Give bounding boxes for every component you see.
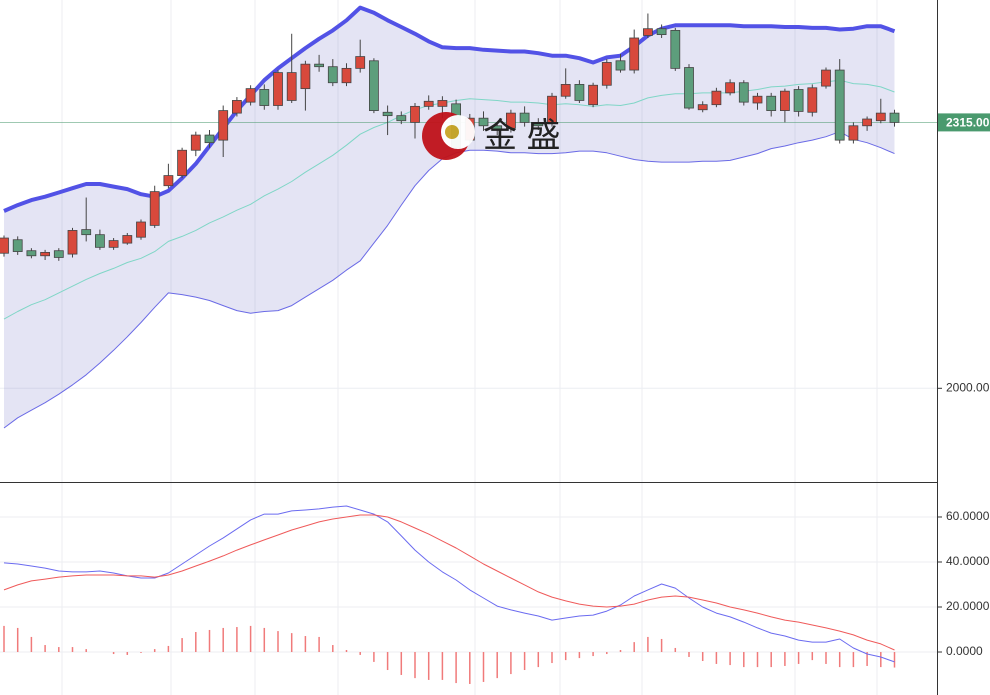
candle-body	[478, 117, 489, 127]
y-tick-label: 2000.00	[946, 380, 990, 394]
candle-body	[807, 87, 818, 113]
candle-body	[684, 67, 694, 109]
candle-body	[492, 125, 503, 131]
plot	[0, 5, 937, 684]
candle-body	[711, 90, 722, 106]
candle-body	[12, 239, 23, 252]
last-price-label: 2315.00	[946, 116, 990, 130]
candle-body	[67, 230, 78, 255]
candle-body	[259, 89, 270, 106]
candle-body	[725, 82, 735, 94]
candle-body	[629, 37, 640, 71]
candle-body	[314, 63, 325, 68]
y-tick-label: 0.0000	[946, 644, 983, 658]
y-tick-label: 40.0000	[946, 554, 990, 568]
candle-body	[382, 111, 393, 117]
watermark-logo	[422, 112, 475, 160]
candle-body	[821, 69, 831, 87]
candle-body	[519, 112, 530, 123]
candle-body	[752, 95, 763, 104]
candle-body	[793, 89, 804, 112]
candle-body	[656, 28, 667, 36]
band-fill	[4, 7, 895, 428]
logo-ball	[445, 125, 459, 139]
candle-body	[615, 60, 626, 71]
candle-body	[40, 251, 50, 257]
watermark-text: 金 盛	[483, 117, 560, 155]
candle-body	[766, 95, 777, 111]
candle-body	[53, 250, 64, 258]
candle-body	[95, 234, 105, 248]
candle-body	[0, 237, 9, 254]
candle-body	[738, 82, 749, 103]
y-tick-label: 60.0000	[946, 509, 990, 523]
candle-body	[218, 110, 229, 141]
candle-body	[670, 29, 681, 69]
candle-body	[588, 84, 598, 106]
candle-body	[547, 95, 557, 123]
candle-body	[26, 250, 37, 257]
candle-body	[190, 134, 201, 151]
candle-body	[355, 56, 366, 69]
macd-line	[3, 505, 895, 663]
candle-body	[437, 100, 448, 107]
candle-body	[862, 118, 872, 127]
candle-body	[505, 112, 516, 129]
candle-body	[574, 84, 585, 101]
candle-body	[560, 84, 571, 97]
candle-body	[423, 100, 434, 107]
candle-body	[177, 149, 188, 176]
candle-body	[163, 175, 174, 187]
candle-body	[533, 121, 544, 127]
candle-body	[108, 240, 119, 248]
candle-body	[149, 191, 160, 226]
macd-line	[3, 514, 895, 651]
candle-body	[136, 221, 146, 238]
candle-body	[245, 88, 256, 103]
last-price-box	[938, 113, 990, 132]
candle-body	[81, 229, 92, 236]
candle-body	[368, 60, 379, 111]
candle-body	[341, 67, 352, 84]
candle-body	[834, 69, 845, 141]
candle-body	[875, 112, 886, 122]
candle-body	[601, 62, 612, 86]
candle-body	[273, 72, 283, 106]
candle-body	[643, 28, 653, 36]
candle-body	[848, 125, 859, 141]
candle-body	[286, 72, 297, 101]
candle-body	[231, 100, 242, 114]
candle-body	[410, 105, 420, 123]
candle-body	[327, 66, 338, 84]
candle-body	[204, 134, 215, 144]
candle-body	[780, 90, 790, 111]
candle-body	[300, 63, 311, 90]
time-grid	[61, 0, 878, 695]
candle-body	[697, 104, 708, 111]
candle-body	[396, 115, 407, 122]
candle-body	[122, 235, 133, 244]
candle-body	[889, 112, 900, 123]
y-tick-label: 20.0000	[946, 599, 990, 613]
